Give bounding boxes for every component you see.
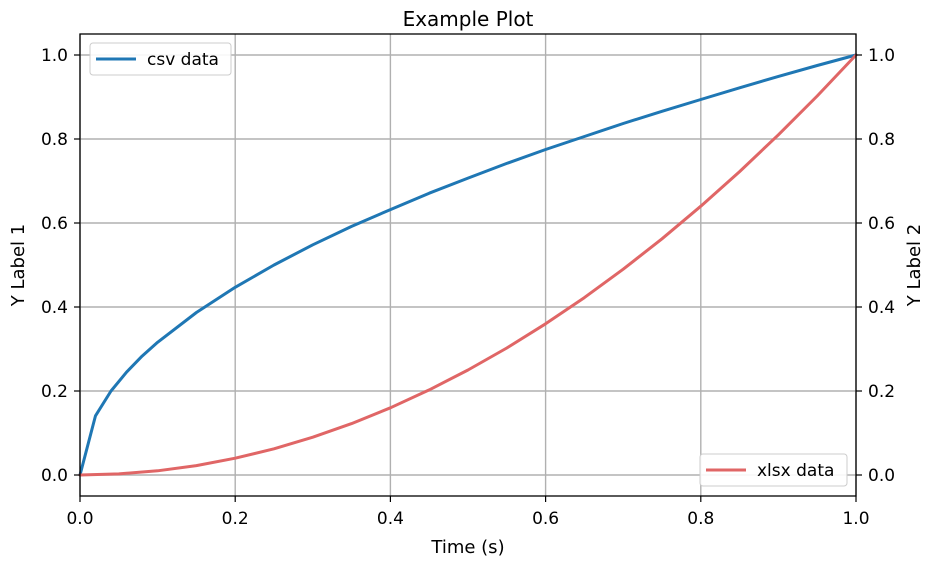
y-tick-label: 0.6 [41, 214, 68, 234]
ticks: 0.0 0.2 0.4 0.6 0.8 1.0 0.0 0.2 0.4 0.6 0.8 1.0 0.0 0… [41, 46, 895, 529]
x-tick-label: 0.2 [222, 509, 249, 529]
y-tick-label: 0.0 [41, 466, 68, 486]
y-right-tick-label: 0.8 [868, 130, 895, 150]
x-tick-label: 0.6 [532, 509, 559, 529]
y-tick-label: 0.4 [41, 298, 68, 318]
x-tick-label: 0.4 [377, 509, 404, 529]
legend-label: csv data [147, 50, 219, 70]
y-axis-label: Y Label 1 [8, 224, 29, 307]
series-line-0 [78, 53, 858, 477]
plot-frame [79, 33, 857, 497]
x-tick-label: 0.0 [66, 509, 93, 529]
grid [79, 34, 857, 496]
y-tick-label: 1.0 [41, 46, 68, 66]
x-tick-label: 1.0 [842, 509, 869, 529]
y-right-tick-label: 0.2 [868, 382, 895, 402]
series-line-1 [78, 53, 858, 477]
legend-box [89, 42, 232, 76]
legend-xlsx: xlsx data [699, 453, 848, 487]
y-right-tick-label: 0.4 [868, 298, 895, 318]
legend-csv: csv data [89, 42, 232, 76]
x-axis-label: Time (s) [430, 537, 504, 558]
y-tick-label: 0.8 [41, 130, 68, 150]
y-tick-label: 0.2 [41, 382, 68, 402]
legend-label: xlsx data [757, 461, 834, 481]
y-right-tick-label: 1.0 [868, 46, 895, 66]
x-tick-label: 0.8 [687, 509, 714, 529]
y-right-tick-label: 0.0 [868, 466, 895, 486]
legend-box [699, 453, 848, 487]
chart-title: Example Plot [403, 7, 534, 31]
y-right-tick-label: 0.6 [868, 214, 895, 234]
series-lines [78, 53, 858, 477]
y-axis-label-right: Y Label 2 [904, 224, 925, 307]
